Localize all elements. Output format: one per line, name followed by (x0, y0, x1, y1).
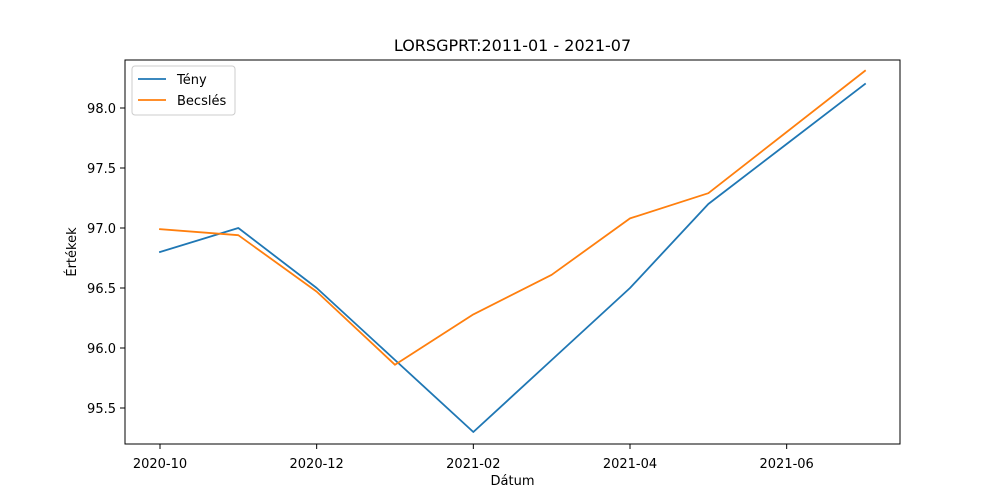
x-tick-label: 2021-02 (446, 457, 500, 472)
axes-frame (124, 59, 901, 445)
y-tick-label: 96.0 (87, 342, 116, 357)
y-tick-label: 97.5 (87, 162, 116, 177)
x-tick-label: 2020-10 (133, 457, 187, 472)
y-axis: 95.5 96.0 96.5 97.0 97.5 98.0 (87, 102, 125, 417)
x-tick-label: 2021-06 (760, 457, 814, 472)
x-tick-label: 2021-04 (603, 457, 657, 472)
legend-label: Becslés (177, 94, 226, 109)
y-tick-label: 95.5 (87, 402, 116, 417)
y-axis-label: Értékek (64, 227, 80, 277)
x-axis: 2020-10 2020-12 2021-02 2021-04 2021-06 (133, 444, 814, 472)
series-lines (158, 69, 867, 433)
y-tick-label: 97.0 (87, 222, 116, 237)
series-line-becsles (159, 69, 867, 366)
y-tick-label: 96.5 (87, 282, 116, 297)
x-axis-label: Dátum (491, 474, 535, 489)
y-tick-label: 98.0 (87, 102, 116, 117)
chart-title: LORSGPRT:2011-01 - 2021-07 (394, 36, 631, 55)
series-line-teny (158, 82, 867, 433)
legend: Tény Becslés (131, 65, 236, 116)
legend-label: Tény (176, 73, 207, 88)
x-tick-label: 2020-12 (290, 457, 344, 472)
